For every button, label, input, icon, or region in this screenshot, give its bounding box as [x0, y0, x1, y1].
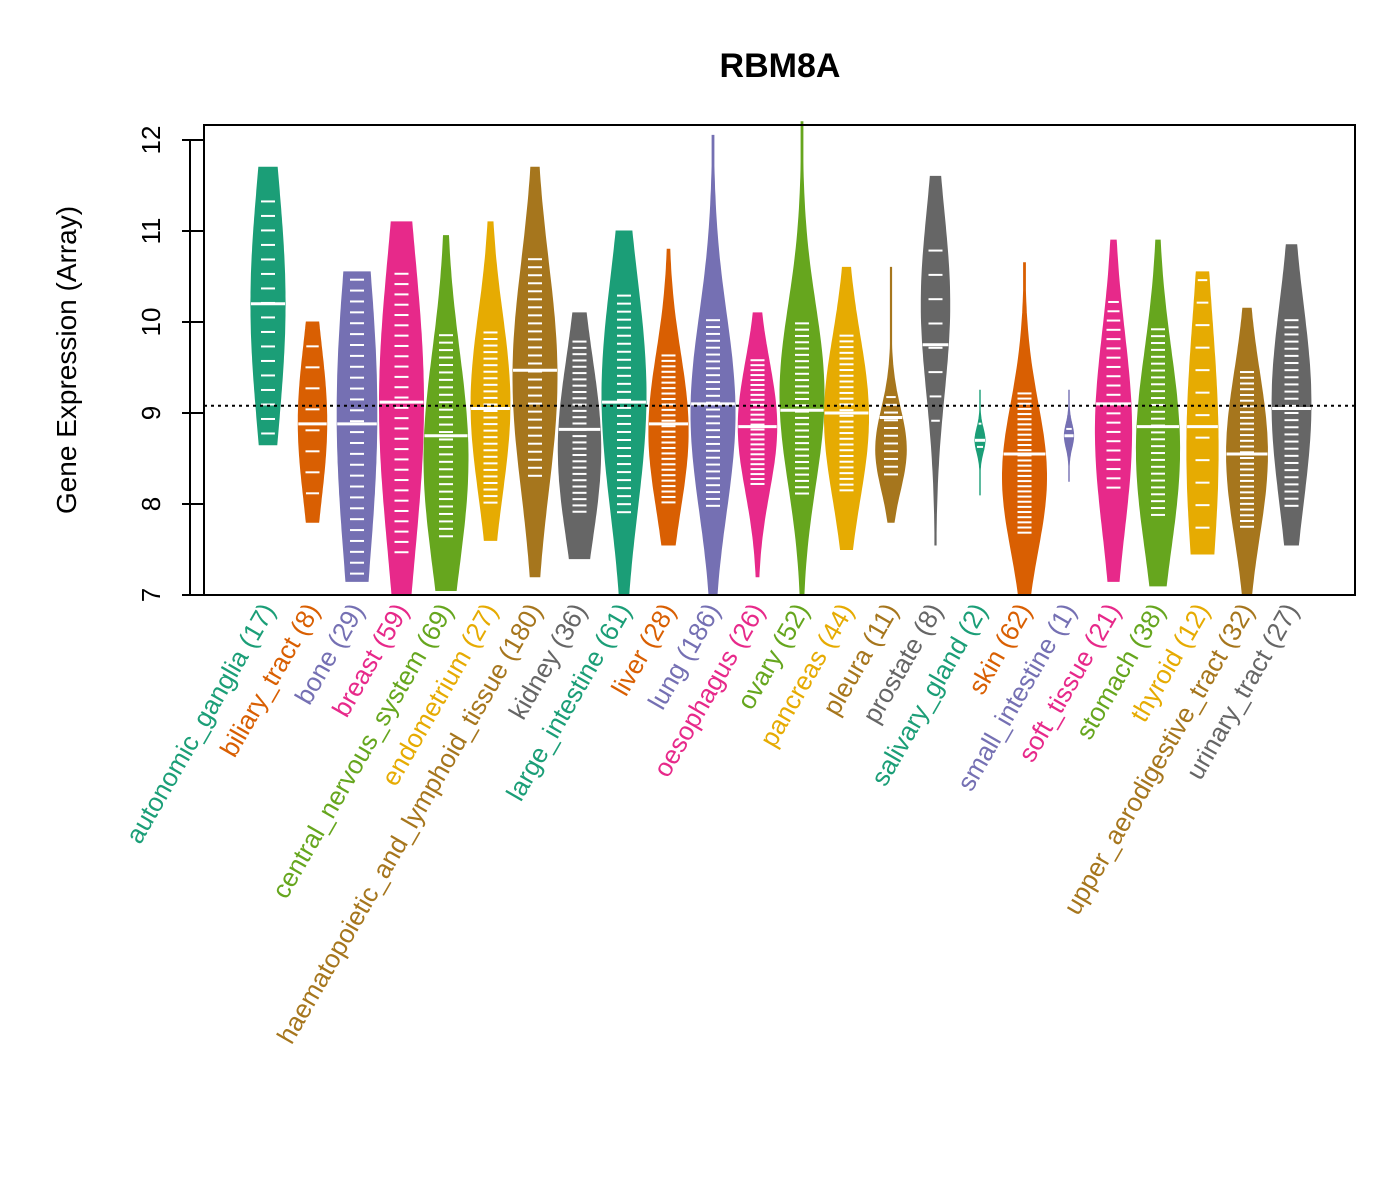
violin-urinary_tract — [1271, 244, 1312, 546]
violin-body — [648, 248, 689, 546]
violin-body — [297, 321, 328, 523]
violin-liver — [648, 248, 689, 546]
violin-skin — [1002, 262, 1047, 596]
violin-body — [601, 230, 647, 596]
violin-prostate — [920, 175, 951, 546]
violin-body — [1186, 271, 1219, 555]
violin-oesophagus — [737, 312, 778, 578]
y-axis-label: Gene Expression (Array) — [51, 206, 82, 514]
violin-body — [250, 166, 286, 446]
x-axis-labels: autonomic_ganglia (17)biliary_tract (8)b… — [119, 598, 1304, 1049]
violin-salivary_gland — [974, 389, 986, 496]
violin-large_intestine — [601, 230, 647, 596]
plot-frame — [203, 124, 1356, 596]
violin-pleura — [875, 266, 907, 523]
violin-ovary — [779, 121, 825, 596]
y-tick-label: 9 — [136, 406, 166, 420]
violin-body — [875, 266, 907, 523]
violin-endometrium — [470, 221, 511, 541]
violin-body — [470, 221, 511, 541]
violin-upper_aerodigestive_tract — [1226, 307, 1268, 596]
violin-thyroid — [1186, 271, 1219, 555]
violin-kidney — [557, 312, 602, 560]
violin-body — [1271, 244, 1312, 546]
violin-body — [920, 175, 951, 546]
violins-layer — [250, 121, 1312, 596]
violin-body — [423, 235, 469, 591]
violin-central_nervous_system — [423, 235, 469, 591]
violin-body — [1135, 239, 1181, 587]
violin-body — [336, 271, 378, 582]
violin-body — [1094, 239, 1133, 582]
violin-stomach — [1135, 239, 1181, 587]
violin-body — [974, 389, 986, 496]
violin-haematopoietic_and_lymphoid_tissue — [512, 166, 558, 578]
y-tick-label: 11 — [136, 218, 166, 245]
y-axis: 7 8 9 10 11 12 — [136, 126, 204, 602]
violin-small_intestine — [1063, 389, 1075, 482]
violin-body — [824, 266, 869, 550]
violin-pancreas — [824, 266, 869, 550]
violin-breast — [379, 221, 424, 596]
chart-title: RBM8A — [720, 47, 841, 85]
violin-soft_tissue — [1094, 239, 1133, 582]
violin-biliary_tract — [297, 321, 328, 523]
violin-bone — [336, 271, 378, 582]
violin-autonomic_ganglia — [250, 166, 286, 446]
violin-lung — [690, 134, 736, 596]
y-tick-label: 10 — [136, 308, 166, 337]
y-tick-label: 8 — [136, 497, 166, 511]
violin-body — [690, 134, 736, 596]
y-tick-label: 12 — [136, 126, 166, 155]
violin-body — [779, 121, 825, 596]
y-tick-label: 7 — [136, 588, 166, 602]
